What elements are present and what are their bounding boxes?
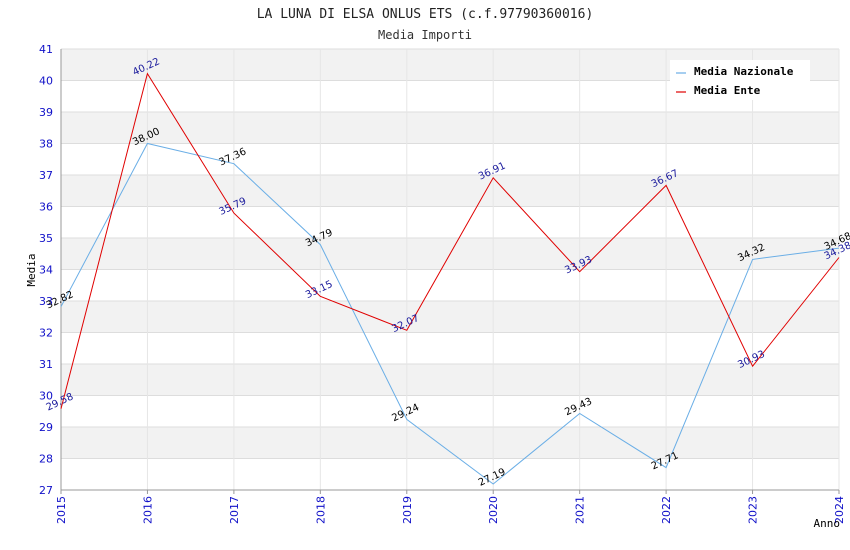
y-axis-ticks: 27 28 29 30 31 32 33 34 35 36 37 38 39 40 41 (39, 43, 53, 497)
grid-band (61, 332, 839, 364)
grid-band (61, 395, 839, 427)
chart-title: LA LUNA DI ELSA ONLUS ETS (c.f.977903600… (257, 7, 594, 22)
legend-label-media-nazionale: Media Nazionale (694, 65, 794, 78)
y-tick-label: 32 (39, 327, 53, 340)
y-tick-label: 39 (39, 106, 53, 119)
legend-label-media-ente: Media Ente (694, 84, 761, 97)
x-tick-label: 2023 (747, 496, 760, 524)
y-axis-label: Media (25, 253, 38, 286)
grid-band (61, 206, 839, 238)
y-tick-label: 34 (39, 264, 53, 277)
series-lines (60, 72, 840, 485)
grid-band (61, 301, 839, 333)
legend: Media Nazionale Media Ente (670, 60, 810, 100)
series-line-media-nazionale (60, 142, 840, 485)
axes (60, 49, 839, 491)
x-tick-label: 2019 (401, 496, 414, 524)
grid-band (61, 269, 839, 301)
chart-subtitle: Media Importi (378, 28, 472, 42)
y-tick-label: 27 (39, 484, 53, 497)
x-tick-label: 2016 (141, 496, 154, 524)
x-tick-label: 2017 (228, 496, 241, 524)
grid-band (61, 175, 839, 207)
x-axis-ticks: 2015 2016 2017 2018 2019 2020 2021 2022 2023 2024 (55, 490, 846, 524)
y-tick-label: 36 (39, 201, 53, 214)
y-tick-label: 38 (39, 138, 53, 151)
x-tick-label: 2020 (487, 496, 500, 524)
x-tick-label: 2021 (574, 496, 587, 524)
y-tick-label: 30 (39, 390, 53, 403)
x-axis-label: Anno (814, 517, 841, 530)
x-tick-label: 2024 (833, 496, 846, 524)
x-tick-label: 2018 (314, 496, 327, 524)
grid-band (61, 112, 839, 144)
y-tick-label: 37 (39, 169, 53, 182)
legend-box (670, 60, 810, 100)
y-tick-label: 40 (39, 75, 53, 88)
plot-background (61, 49, 839, 490)
y-tick-label: 35 (39, 232, 53, 245)
y-tick-label: 41 (39, 43, 53, 56)
y-tick-label: 33 (39, 295, 53, 308)
grid-band (61, 458, 839, 490)
series-line-media-ente (60, 72, 840, 409)
x-tick-label: 2015 (55, 496, 68, 524)
y-tick-label: 29 (39, 421, 53, 434)
grid-band (61, 427, 839, 459)
x-tick-label: 2022 (660, 496, 673, 524)
y-tick-label: 28 (39, 453, 53, 466)
y-tick-label: 31 (39, 358, 53, 371)
grid-band (61, 364, 839, 396)
grid-band (61, 143, 839, 175)
